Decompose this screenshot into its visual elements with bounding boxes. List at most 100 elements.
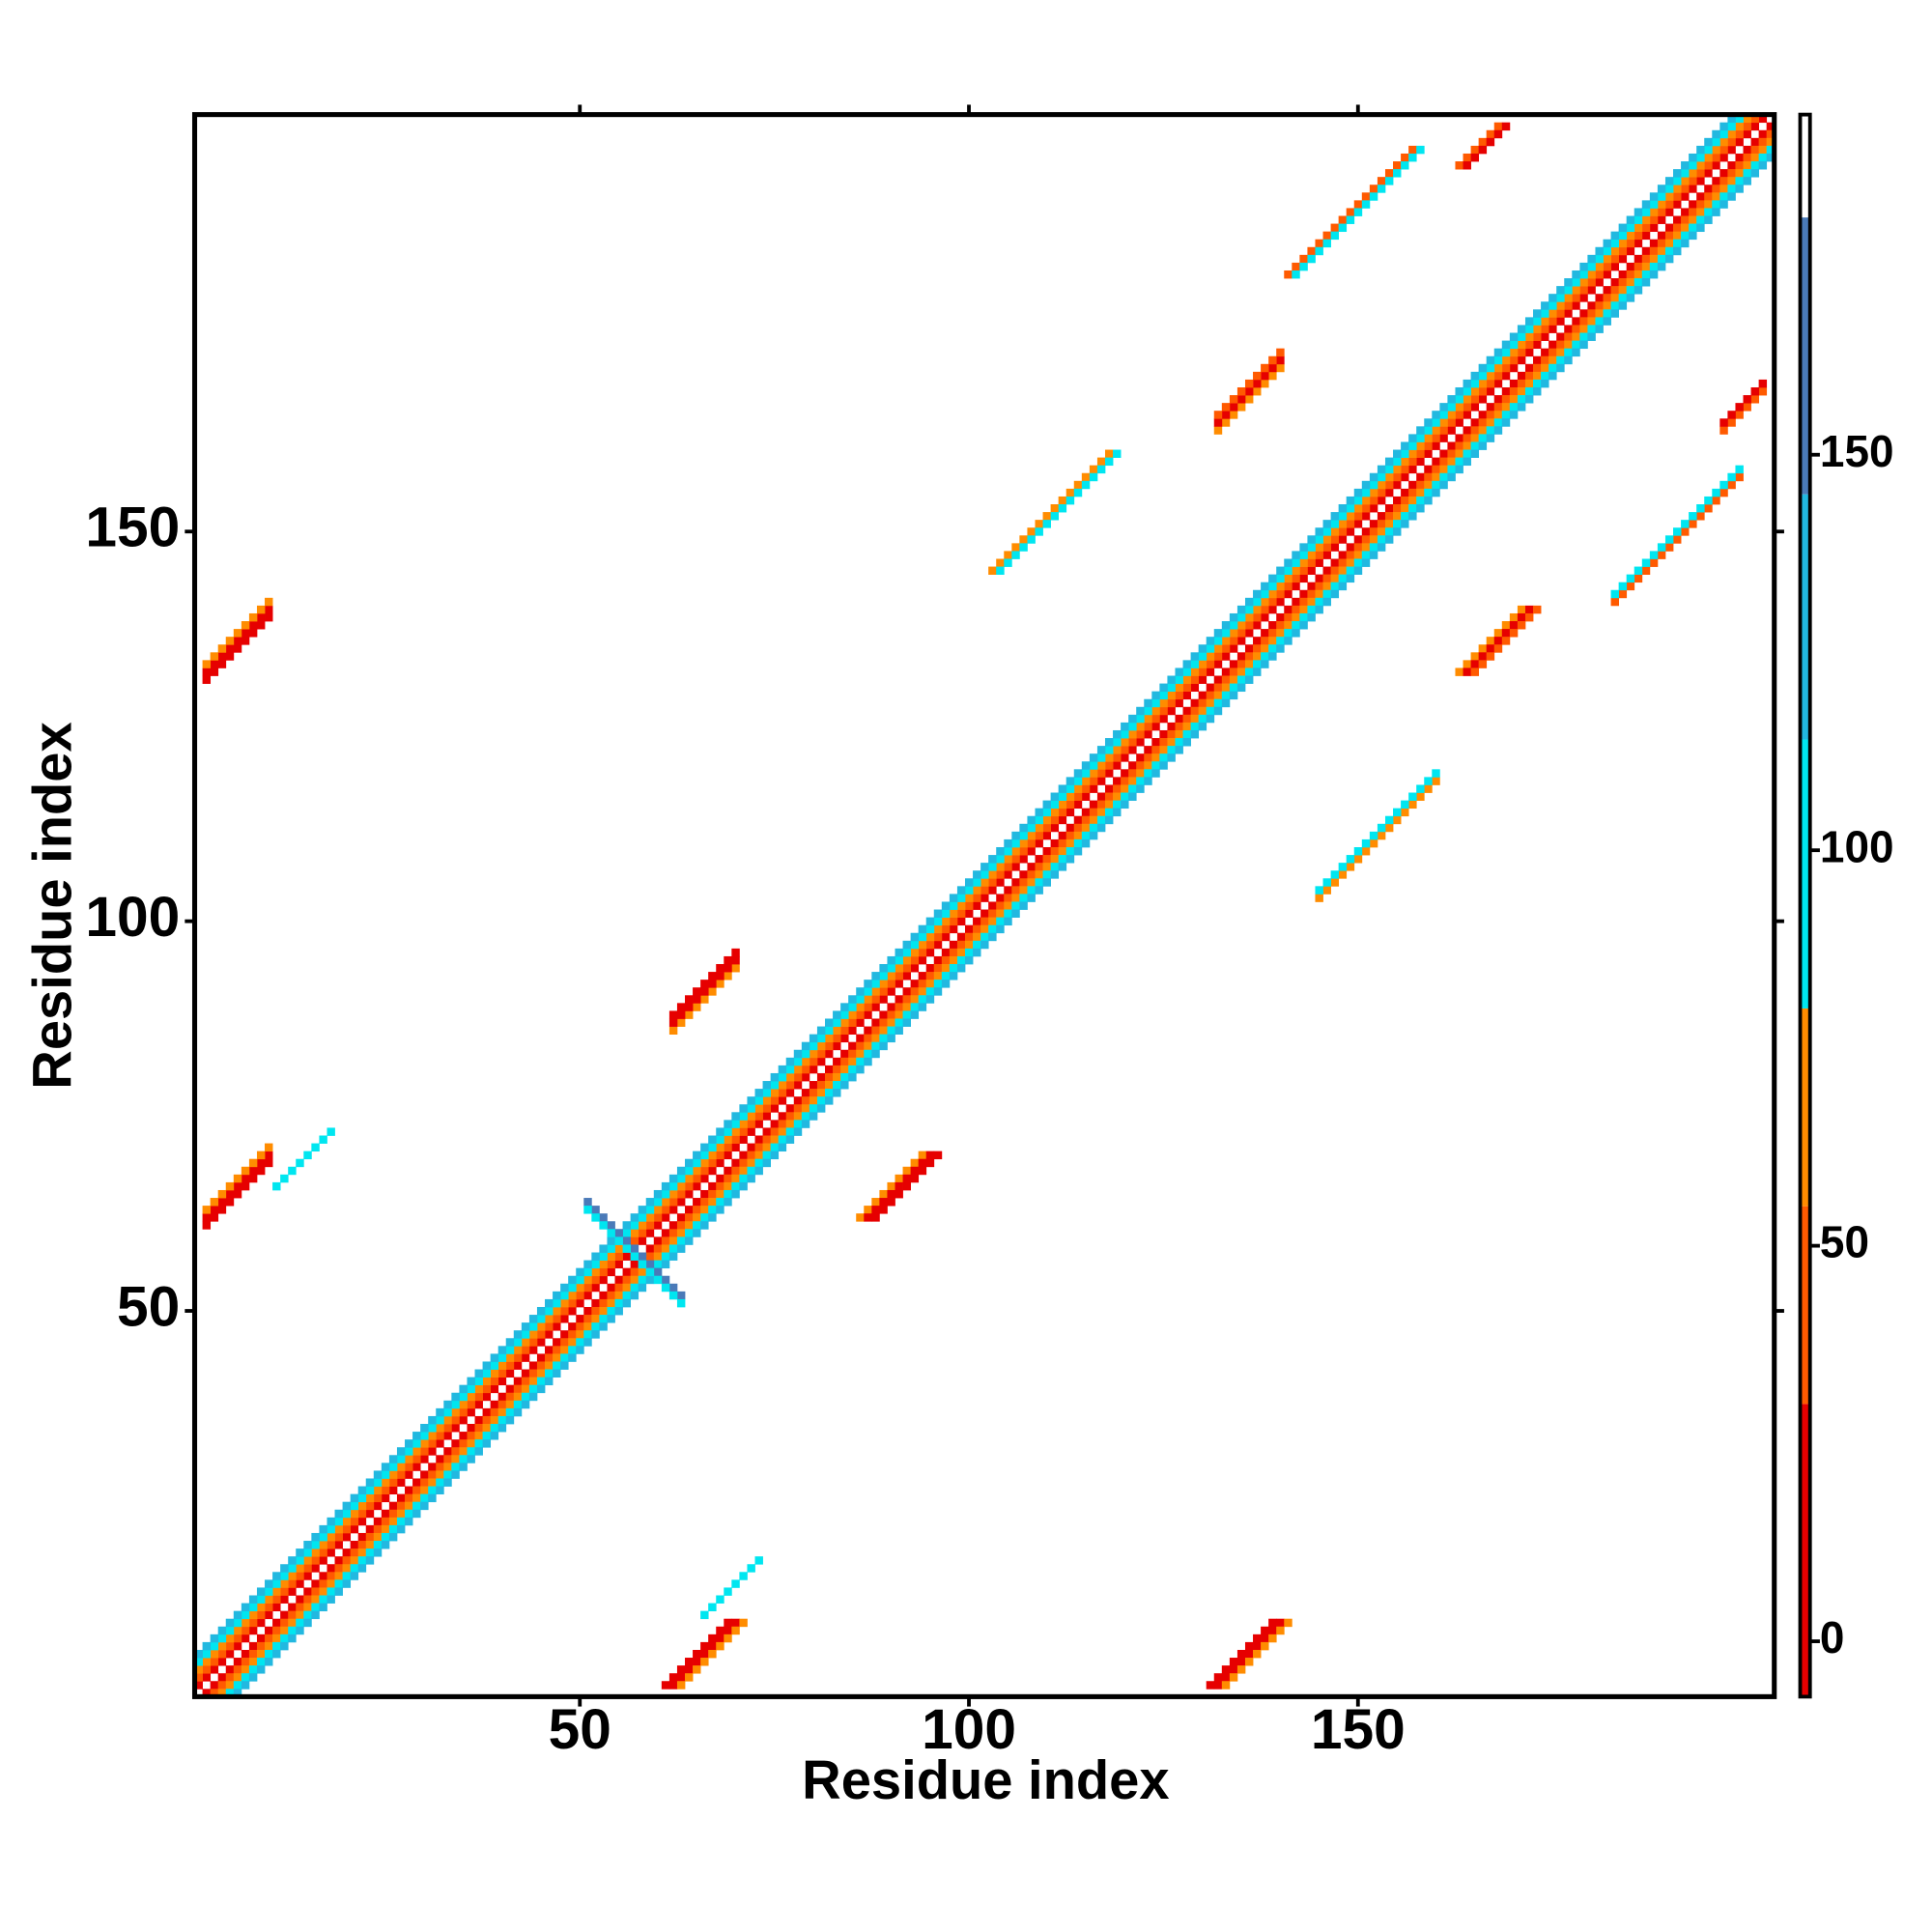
heatmap-cell bbox=[357, 1517, 367, 1526]
heatmap-cell bbox=[443, 1424, 452, 1433]
heatmap-cell bbox=[685, 1229, 694, 1237]
heatmap-cell bbox=[1509, 379, 1519, 388]
heatmap-cell bbox=[202, 675, 212, 684]
heatmap-cell bbox=[1004, 886, 1012, 895]
heatmap-cell bbox=[1673, 239, 1682, 248]
heatmap-cell bbox=[848, 1072, 857, 1082]
heatmap-cell bbox=[1501, 355, 1511, 365]
heatmap-cell bbox=[1501, 418, 1511, 427]
heatmap-cell bbox=[1486, 426, 1495, 435]
heatmap-cell bbox=[1626, 574, 1635, 583]
heatmap-cell bbox=[1524, 348, 1534, 357]
heatmap-cell bbox=[1509, 386, 1519, 396]
heatmap-cell bbox=[296, 1587, 304, 1596]
heatmap-cell bbox=[405, 1463, 413, 1471]
heatmap-cell bbox=[545, 1377, 554, 1386]
heatmap-cell bbox=[1284, 1618, 1293, 1628]
heatmap-cell bbox=[272, 1649, 281, 1659]
heatmap-cell bbox=[1735, 114, 1744, 124]
heatmap-cell bbox=[988, 909, 997, 918]
heatmap-cell bbox=[1610, 301, 1620, 310]
heatmap-cell bbox=[1712, 161, 1720, 170]
heatmap-cell bbox=[1664, 215, 1674, 224]
heatmap-cell bbox=[614, 1298, 623, 1308]
heatmap-cell bbox=[1524, 371, 1534, 381]
heatmap-cell bbox=[1401, 472, 1409, 482]
heatmap-cell bbox=[1253, 612, 1262, 622]
heatmap-cell bbox=[1673, 215, 1682, 224]
heatmap-cell bbox=[708, 1634, 717, 1643]
heatmap-cell bbox=[778, 1065, 787, 1074]
heatmap-cell bbox=[536, 1377, 546, 1386]
heatmap-cell bbox=[887, 1181, 895, 1191]
heatmap-cell bbox=[576, 1322, 584, 1331]
heatmap-cell bbox=[248, 1603, 258, 1612]
heatmap-cell bbox=[1315, 605, 1323, 614]
heatmap-cell bbox=[272, 1603, 281, 1612]
heatmap-cell bbox=[311, 1556, 320, 1565]
heatmap-cell bbox=[1424, 426, 1433, 435]
heatmap-cell bbox=[1657, 246, 1666, 256]
heatmap-cell bbox=[1159, 706, 1168, 716]
heatmap-cell bbox=[1634, 270, 1643, 279]
heatmap-cell bbox=[1463, 395, 1471, 404]
heatmap-cell bbox=[1447, 465, 1456, 474]
heatmap-cell bbox=[1175, 691, 1183, 700]
heatmap-cell bbox=[1401, 512, 1409, 521]
heatmap-cell bbox=[622, 1291, 632, 1300]
heatmap-cell bbox=[599, 1291, 608, 1300]
heatmap-cell bbox=[661, 1181, 670, 1191]
heatmap-cell bbox=[1556, 348, 1565, 357]
heatmap-cell bbox=[1182, 714, 1191, 724]
heatmap-cell bbox=[973, 878, 981, 887]
heatmap-cell bbox=[1261, 612, 1269, 622]
heatmap-cell bbox=[436, 1415, 444, 1425]
heatmap-cell bbox=[1735, 411, 1744, 419]
heatmap-cell bbox=[225, 1618, 235, 1628]
heatmap-cell bbox=[1353, 504, 1363, 513]
heatmap-cell bbox=[731, 1189, 740, 1199]
heatmap-cell bbox=[1493, 379, 1503, 388]
heatmap-cell bbox=[490, 1361, 499, 1370]
heatmap-cell bbox=[840, 1003, 849, 1011]
heatmap-cell bbox=[357, 1493, 367, 1503]
heatmap-cell bbox=[1564, 317, 1573, 326]
heatmap-cell bbox=[482, 1407, 492, 1417]
heatmap-cell bbox=[1081, 472, 1091, 482]
heatmap-cell bbox=[1657, 239, 1666, 248]
heatmap-cell bbox=[1618, 246, 1628, 256]
heatmap-cell bbox=[334, 1532, 343, 1542]
heatmap-cell bbox=[770, 1096, 780, 1105]
heatmap-cell bbox=[1439, 465, 1448, 474]
heatmap-cell bbox=[731, 964, 740, 973]
heatmap-cell bbox=[1384, 823, 1394, 833]
heatmap-cell bbox=[645, 1252, 655, 1261]
heatmap-cell bbox=[280, 1174, 289, 1183]
heatmap-cell bbox=[668, 1291, 678, 1300]
heatmap-cell bbox=[716, 980, 724, 988]
heatmap-cell bbox=[1175, 706, 1183, 716]
x-tick-label: 150 bbox=[1311, 1698, 1406, 1761]
heatmap-cell bbox=[661, 1260, 670, 1269]
heatmap-cell bbox=[217, 1198, 227, 1207]
heatmap-cell bbox=[1517, 379, 1526, 388]
heatmap-cell bbox=[1253, 668, 1262, 676]
heatmap-cell bbox=[1244, 668, 1254, 676]
heatmap-cell bbox=[1050, 870, 1060, 879]
heatmap-cell bbox=[1509, 612, 1519, 622]
heatmap-cell bbox=[233, 1689, 242, 1697]
heatmap-cell bbox=[420, 1463, 429, 1471]
heatmap-cell bbox=[1035, 823, 1043, 833]
heatmap-cell bbox=[1486, 403, 1495, 412]
heatmap-cell bbox=[980, 909, 989, 918]
heatmap-cell bbox=[1065, 777, 1075, 785]
heatmap-cell bbox=[583, 1198, 592, 1207]
heatmap-cell bbox=[591, 1283, 600, 1293]
heatmap-cell bbox=[311, 1603, 320, 1612]
x-axis-label: Residue index bbox=[802, 1749, 1169, 1810]
heatmap-cell bbox=[871, 972, 880, 980]
heatmap-cell bbox=[1268, 1618, 1277, 1628]
heatmap-cell bbox=[1626, 262, 1635, 271]
heatmap-cell bbox=[1719, 480, 1728, 490]
